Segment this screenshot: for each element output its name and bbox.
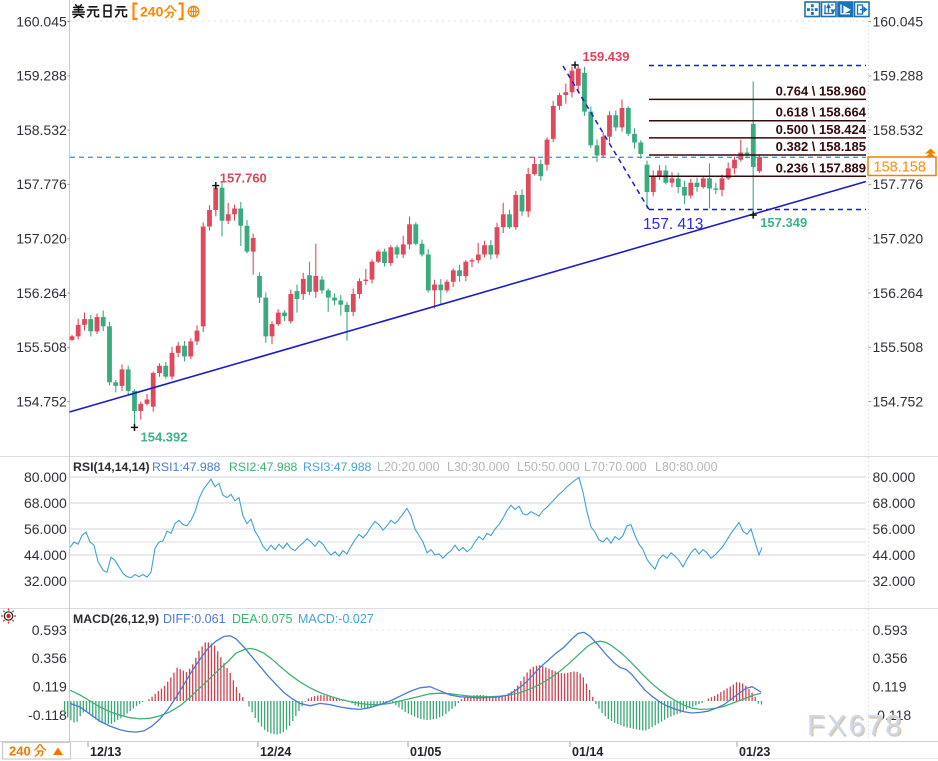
svg-text:DEA:0.075: DEA:0.075 [232, 612, 293, 626]
svg-text:L80:80.000: L80:80.000 [655, 460, 718, 474]
svg-text:240: 240 [9, 744, 31, 759]
svg-text:80.000: 80.000 [873, 469, 916, 485]
svg-text:0.356: 0.356 [32, 650, 67, 666]
svg-text:-0.118: -0.118 [873, 707, 912, 723]
svg-text:0.356: 0.356 [873, 650, 908, 666]
svg-text:68.000: 68.000 [24, 495, 67, 511]
svg-text:0.236 \ 157.889: 0.236 \ 157.889 [776, 160, 866, 175]
svg-text:80.000: 80.000 [24, 469, 67, 485]
svg-text:157.776: 157.776 [16, 176, 67, 192]
svg-text:160.045: 160.045 [873, 13, 924, 29]
svg-text:L50:50.000: L50:50.000 [517, 460, 580, 474]
svg-text:L30:30.000: L30:30.000 [447, 460, 510, 474]
svg-text:0.593: 0.593 [32, 622, 67, 638]
svg-text:156.264: 156.264 [873, 285, 924, 301]
svg-text:0.119: 0.119 [873, 679, 907, 695]
svg-text:RSI3:47.988: RSI3:47.988 [303, 460, 372, 474]
svg-text:240: 240 [140, 4, 164, 20]
svg-text:L20:20.000: L20:20.000 [377, 460, 440, 474]
svg-text:0.618 \ 158.664: 0.618 \ 158.664 [776, 105, 867, 120]
svg-text:157.349: 157.349 [760, 215, 807, 230]
svg-text:0.764 \ 158.960: 0.764 \ 158.960 [776, 83, 866, 98]
svg-text:157.760: 157.760 [220, 171, 267, 186]
svg-text:-0.118: -0.118 [28, 707, 67, 723]
svg-text:32.000: 32.000 [873, 573, 916, 589]
svg-text:156.264: 156.264 [16, 285, 67, 301]
svg-text:MACD:-0.027: MACD:-0.027 [298, 612, 374, 626]
svg-text:154.752: 154.752 [873, 393, 924, 409]
svg-text:56.000: 56.000 [24, 521, 67, 537]
svg-text:56.000: 56.000 [873, 521, 916, 537]
svg-text:MACD(26,12,9): MACD(26,12,9) [73, 612, 159, 626]
svg-text:157.776: 157.776 [873, 176, 924, 192]
svg-text:157.020: 157.020 [16, 231, 67, 247]
svg-text:01/23: 01/23 [739, 745, 770, 759]
svg-text:01/05: 01/05 [410, 745, 441, 759]
svg-text:68.000: 68.000 [873, 495, 916, 511]
svg-text:12/24: 12/24 [260, 745, 291, 759]
svg-text:158.532: 158.532 [873, 122, 924, 138]
svg-text:L70:70.000: L70:70.000 [584, 460, 647, 474]
svg-text:158.158: 158.158 [874, 160, 926, 176]
svg-text:FX678: FX678 [807, 710, 903, 742]
svg-text:159.439: 159.439 [583, 49, 630, 64]
svg-text:0.119: 0.119 [33, 679, 67, 695]
svg-text:DIFF:0.061: DIFF:0.061 [163, 612, 226, 626]
svg-text:01/14: 01/14 [572, 745, 603, 759]
svg-text:RSI(14,14,14): RSI(14,14,14) [73, 460, 150, 474]
svg-text:RSI2:47.988: RSI2:47.988 [229, 460, 298, 474]
svg-text:0.593: 0.593 [873, 622, 908, 638]
svg-text:158.532: 158.532 [16, 122, 67, 138]
svg-text:32.000: 32.000 [24, 573, 67, 589]
svg-text:157. 413: 157. 413 [643, 216, 703, 233]
svg-text:12/13: 12/13 [90, 745, 121, 759]
svg-text:160.045: 160.045 [16, 13, 67, 29]
svg-text:159.288: 159.288 [16, 68, 67, 84]
svg-text:154.752: 154.752 [16, 393, 67, 409]
svg-text:0.382 \ 158.185: 0.382 \ 158.185 [776, 139, 866, 154]
svg-text:159.288: 159.288 [873, 68, 924, 84]
svg-text:157.020: 157.020 [873, 231, 924, 247]
svg-text:FX678: FX678 [809, 712, 905, 744]
svg-text:154.392: 154.392 [141, 429, 188, 444]
svg-text:0.500 \ 158.424: 0.500 \ 158.424 [776, 122, 867, 137]
svg-text:44.000: 44.000 [24, 547, 67, 563]
svg-text:155.508: 155.508 [16, 339, 67, 355]
svg-text:44.000: 44.000 [873, 547, 916, 563]
svg-text:155.508: 155.508 [873, 339, 924, 355]
svg-text:RSI1:47.988: RSI1:47.988 [152, 460, 221, 474]
